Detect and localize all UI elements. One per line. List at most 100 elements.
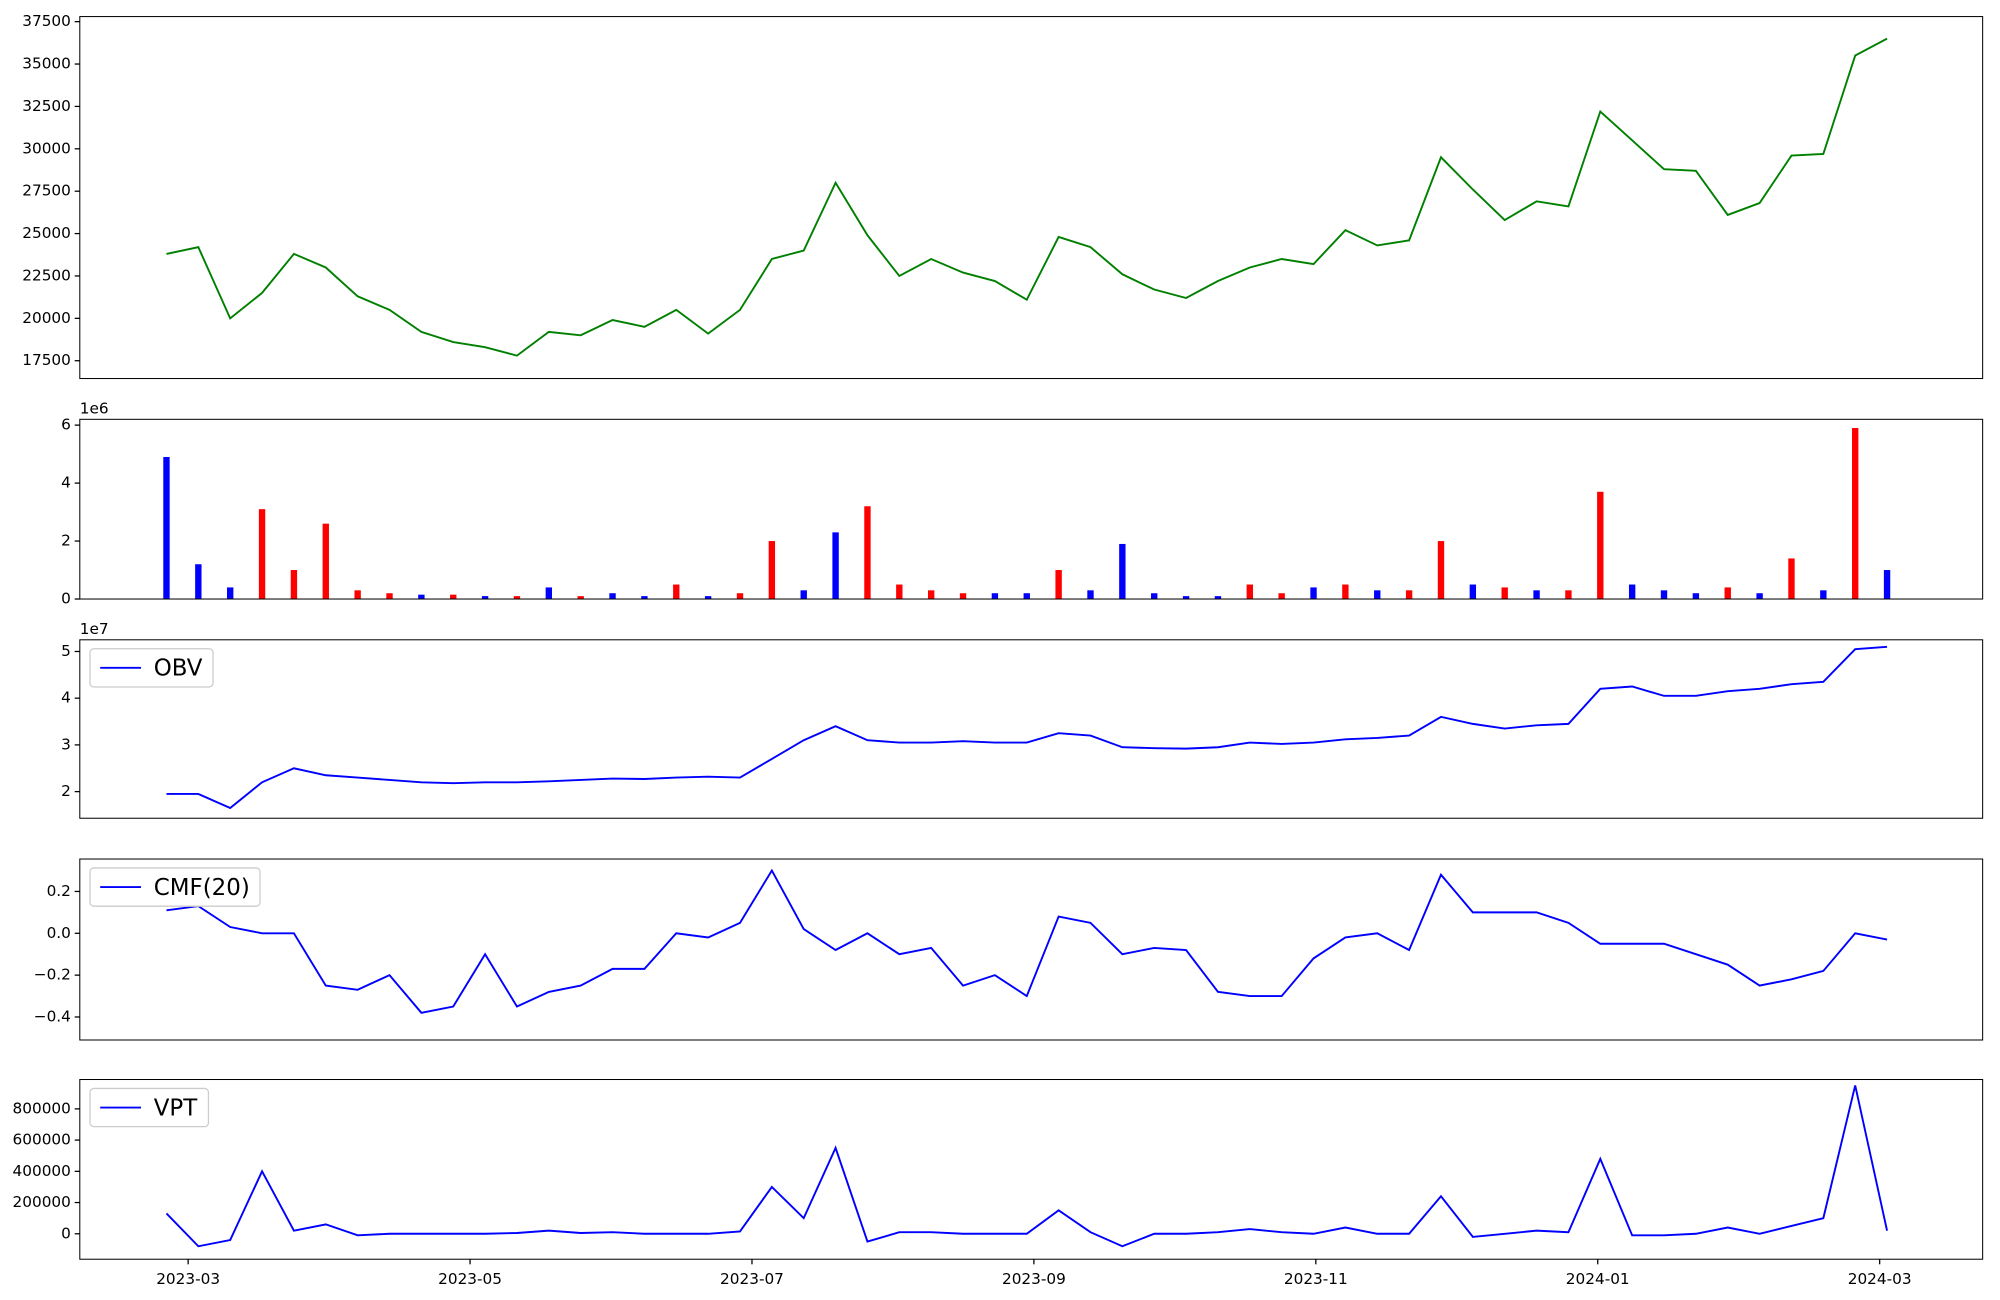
bar: [386, 593, 393, 600]
bar: [959, 593, 967, 600]
bar: [1437, 541, 1445, 600]
bar: [481, 596, 489, 600]
bar: [609, 593, 616, 600]
bar: [513, 596, 521, 600]
bar: [450, 594, 457, 600]
x-tick-label: 2023-09: [1002, 1270, 1066, 1288]
y-tick-label: 32500: [22, 97, 71, 115]
bar: [1660, 590, 1668, 600]
bar: [1374, 590, 1381, 600]
axes-frame: [79, 16, 1984, 380]
axes-frame: [79, 1079, 1984, 1260]
bar: [1023, 593, 1030, 600]
y-tick-label: 3: [61, 735, 71, 753]
bar: [1628, 584, 1636, 600]
y-tick-label: 4: [61, 474, 71, 492]
y-tick-label: 0.0: [47, 924, 71, 942]
bar: [1501, 587, 1508, 600]
y-tick-label: 27500: [22, 182, 71, 200]
bar: [1087, 590, 1094, 600]
y-tick-label: 800000: [13, 1099, 71, 1117]
axes-frame: [79, 418, 1984, 600]
y-tick-label: 22500: [22, 266, 71, 284]
line: [166, 37, 1888, 357]
y-tick-label: 0: [61, 590, 71, 608]
bar: [1820, 590, 1827, 600]
bar: [1852, 428, 1859, 600]
bar: [227, 587, 234, 600]
x-tick-label: 2023-07: [720, 1270, 784, 1288]
bar: [1278, 593, 1285, 600]
y-tick-label: 4: [61, 689, 71, 707]
y-tick-label: 35000: [22, 55, 71, 73]
bar: [1342, 584, 1349, 600]
y-tick-label: 200000: [13, 1193, 71, 1211]
legend-box: [89, 648, 214, 688]
bar: [673, 584, 680, 600]
x-tick-label: 2024-03: [1848, 1270, 1912, 1288]
legend: OBV: [89, 648, 214, 688]
y-tick-label: 0: [61, 1224, 71, 1242]
bar: [1788, 558, 1795, 600]
bar: [1055, 570, 1062, 600]
line: [166, 868, 1888, 1014]
y-tick-label: 20000: [22, 309, 71, 327]
y-tick-label: 5: [61, 642, 71, 660]
line: [166, 645, 1888, 810]
bar: [322, 523, 329, 600]
bar: [1119, 543, 1126, 600]
y-tick-label: 17500: [22, 351, 71, 369]
bar: [1214, 596, 1222, 600]
bar: [1405, 590, 1413, 600]
bar: [418, 594, 425, 600]
bar: [1724, 587, 1731, 600]
bar: [1151, 593, 1158, 600]
x-tick-label: 2024-01: [1566, 1270, 1630, 1288]
bar: [991, 593, 999, 600]
y-tick-label: 2: [61, 782, 71, 800]
bar: [1182, 596, 1190, 600]
bar: [704, 596, 712, 600]
bar: [1310, 587, 1317, 600]
bar: [927, 590, 935, 600]
scale-label: 1e7: [80, 620, 109, 638]
y-tick-label: 30000: [22, 139, 71, 157]
y-tick-label: 6: [61, 416, 71, 434]
legend-label: CMF(20): [154, 875, 250, 901]
legend-box: [89, 1087, 210, 1128]
bar: [896, 584, 903, 600]
bar: [577, 596, 584, 600]
y-tick-label: 600000: [13, 1131, 71, 1149]
bar: [163, 456, 170, 600]
bar: [641, 596, 648, 600]
bar: [1533, 590, 1540, 600]
bar: [258, 509, 266, 600]
y-tick-label: 400000: [13, 1162, 71, 1180]
y-tick-label: −0.4: [34, 1007, 71, 1025]
bar: [768, 541, 776, 600]
x-tick-label: 2023-05: [438, 1270, 502, 1288]
line: [165, 1085, 1888, 1248]
bar: [1565, 590, 1572, 600]
axes-frame: [79, 639, 1984, 819]
bar: [736, 593, 744, 600]
y-tick-label: −0.2: [34, 966, 71, 984]
y-tick-label: 0.2: [47, 882, 71, 900]
legend: CMF(20): [89, 867, 261, 907]
axes-frame: [79, 858, 1984, 1041]
bar: [354, 590, 361, 600]
x-tick-label: 2023-03: [156, 1270, 220, 1288]
bar: [800, 590, 807, 600]
legend-label: OBV: [154, 656, 203, 682]
legend: VPT: [89, 1087, 210, 1128]
bar: [195, 564, 202, 600]
bar: [1469, 584, 1477, 600]
scale-label: 1e6: [80, 400, 109, 418]
bar: [545, 587, 553, 600]
bar: [1692, 593, 1700, 600]
bar: [864, 506, 871, 600]
bar: [1756, 593, 1763, 600]
bar: [1597, 491, 1604, 600]
y-tick-label: 25000: [22, 224, 71, 242]
